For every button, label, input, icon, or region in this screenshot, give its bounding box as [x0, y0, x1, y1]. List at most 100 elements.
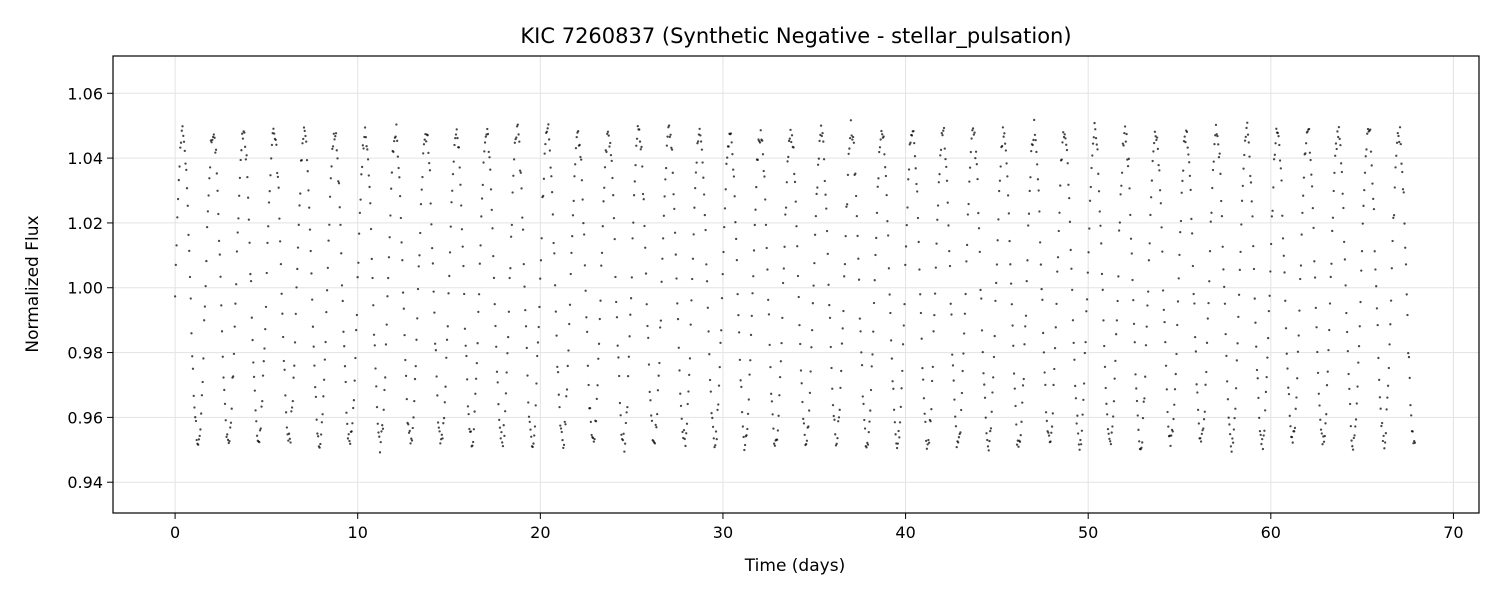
data-point [338, 206, 341, 209]
data-point [1206, 317, 1209, 320]
data-point [961, 369, 964, 373]
data-point [548, 149, 552, 152]
data-point [1200, 432, 1203, 436]
data-point [395, 123, 398, 126]
data-point [906, 206, 909, 209]
data-point [418, 254, 421, 257]
data-point [1408, 376, 1411, 380]
data-point [1030, 149, 1033, 153]
data-point [871, 353, 874, 356]
data-point [516, 123, 519, 126]
data-point [781, 316, 784, 320]
data-point [887, 267, 891, 270]
data-point [1226, 380, 1229, 383]
data-point [236, 231, 239, 234]
data-point [368, 185, 371, 189]
data-point [460, 228, 464, 231]
data-point [221, 355, 224, 358]
data-point [582, 221, 585, 225]
data-point [597, 342, 601, 345]
data-point [435, 375, 438, 378]
data-point [1069, 248, 1072, 252]
data-point [729, 132, 733, 135]
data-point [1058, 211, 1061, 214]
data-point [254, 409, 257, 412]
data-point [1044, 383, 1047, 387]
data-point [1101, 288, 1104, 291]
data-point [907, 168, 911, 171]
data-point [615, 300, 618, 304]
data-point [619, 414, 622, 417]
data-point [664, 178, 667, 181]
data-point [1090, 166, 1093, 170]
data-point [1021, 384, 1025, 387]
data-point [397, 166, 400, 170]
data-point [1059, 184, 1062, 187]
data-point [1386, 396, 1389, 399]
data-point [197, 438, 201, 441]
data-point [1144, 375, 1147, 378]
data-point [1378, 396, 1382, 399]
data-point [745, 434, 748, 437]
data-point [924, 420, 927, 424]
data-point [379, 441, 382, 444]
data-point [1136, 414, 1139, 417]
data-point [459, 183, 462, 186]
data-point [244, 158, 248, 161]
data-point [1233, 417, 1236, 420]
data-point [1396, 132, 1399, 135]
data-point [1211, 168, 1215, 172]
data-point [191, 367, 195, 370]
data-point [869, 409, 872, 412]
data-point [689, 323, 692, 326]
y-tick-label: 0.94 [67, 473, 103, 492]
data-point [366, 158, 370, 161]
data-point [364, 136, 367, 139]
data-point [430, 223, 433, 226]
data-point [1147, 259, 1151, 262]
data-point [945, 165, 948, 169]
data-point [859, 330, 862, 333]
data-point [1275, 127, 1278, 130]
data-point [1363, 171, 1367, 174]
data-point [296, 267, 299, 271]
data-point [682, 428, 686, 432]
data-point [648, 390, 651, 394]
data-point [1142, 400, 1145, 403]
data-point [646, 324, 649, 328]
data-point [1033, 118, 1036, 122]
data-point [778, 375, 782, 379]
data-point [962, 332, 966, 335]
data-point [456, 136, 459, 140]
data-point [217, 212, 220, 216]
data-point [354, 356, 357, 360]
data-point [676, 317, 680, 321]
data-point [1246, 121, 1249, 124]
data-point [273, 132, 276, 135]
data-point [767, 313, 771, 316]
data-point [346, 422, 349, 426]
data-point [609, 141, 612, 145]
data-point [946, 201, 949, 204]
data-point [498, 426, 502, 429]
data-point [650, 414, 653, 417]
data-point [702, 176, 705, 179]
data-point [1237, 293, 1241, 296]
data-point [936, 218, 939, 221]
data-point [1383, 447, 1386, 450]
data-point [1389, 323, 1392, 326]
data-point [843, 263, 847, 266]
data-point [185, 187, 189, 190]
data-point [751, 292, 754, 295]
data-point [658, 361, 661, 365]
data-point [1395, 154, 1398, 157]
data-point [1104, 386, 1107, 390]
data-point [817, 157, 820, 160]
data-point [290, 410, 293, 413]
data-point [247, 218, 251, 221]
data-point [694, 171, 698, 174]
data-point [753, 223, 756, 227]
data-point [656, 413, 659, 416]
data-point [719, 341, 722, 345]
data-point [904, 263, 907, 267]
